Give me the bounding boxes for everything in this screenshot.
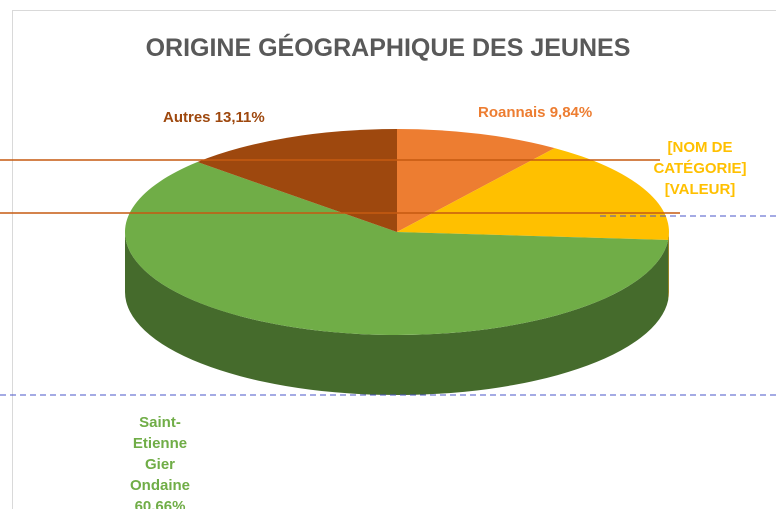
slice-side <box>668 232 669 300</box>
label-name: Roannais <box>478 104 546 121</box>
label-name: [NOM DE CATÉGORIE] <box>653 139 747 177</box>
chart-frame <box>12 10 776 509</box>
slice <box>397 148 669 240</box>
label-value: 9,84% <box>549 104 593 121</box>
label-value: 60,66% <box>134 498 186 509</box>
slice-side <box>125 232 669 395</box>
slice <box>197 129 397 232</box>
label-name: Saint-Etienne Gier Ondaine <box>130 414 191 494</box>
data-label: [NOM DE CATÉGORIE] [VALEUR] <box>650 137 750 200</box>
chart-title: ORIGINE GÉOGRAPHIQUE DES JEUNES <box>145 34 631 62</box>
pie <box>125 129 669 395</box>
label-value: [VALEUR] <box>664 181 736 198</box>
label-name: Autres <box>163 109 211 126</box>
label-value: 13,11% <box>214 109 265 126</box>
data-label: Autres 13,11% <box>163 107 265 128</box>
data-label: Roannais 9,84% <box>478 102 592 123</box>
slice <box>397 129 555 232</box>
data-label: Saint-Etienne Gier Ondaine 60,66% <box>110 412 210 509</box>
slice <box>125 162 669 335</box>
